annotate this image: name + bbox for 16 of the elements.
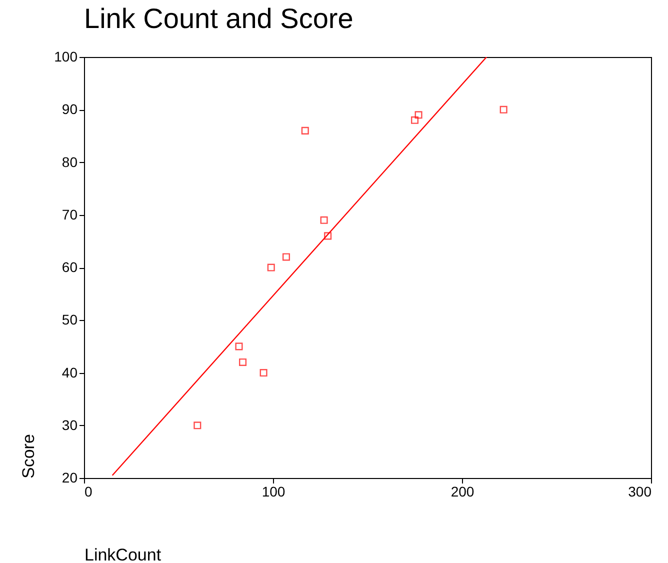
y-tick-label: 90 xyxy=(62,101,78,118)
x-axis-title: LinkCount xyxy=(84,546,162,563)
y-tick-label: 50 xyxy=(62,312,78,328)
y-axis-title: Score xyxy=(19,434,38,478)
y-tick-label: 40 xyxy=(62,364,78,380)
y-tick-label: 70 xyxy=(62,206,78,222)
y-tick-label: 100 xyxy=(54,48,78,64)
chart-title: Link Count and Score xyxy=(84,3,354,34)
y-tick-label: 80 xyxy=(62,154,78,170)
x-tick-label: 300 xyxy=(628,484,652,500)
y-tick-label: 30 xyxy=(62,416,78,433)
x-tick-label: 0 xyxy=(84,484,92,500)
x-tick-label: 200 xyxy=(450,484,474,500)
y-tick-label: 60 xyxy=(62,259,78,275)
y-tick-label: 20 xyxy=(62,470,78,486)
x-tick-label: 100 xyxy=(262,484,286,500)
